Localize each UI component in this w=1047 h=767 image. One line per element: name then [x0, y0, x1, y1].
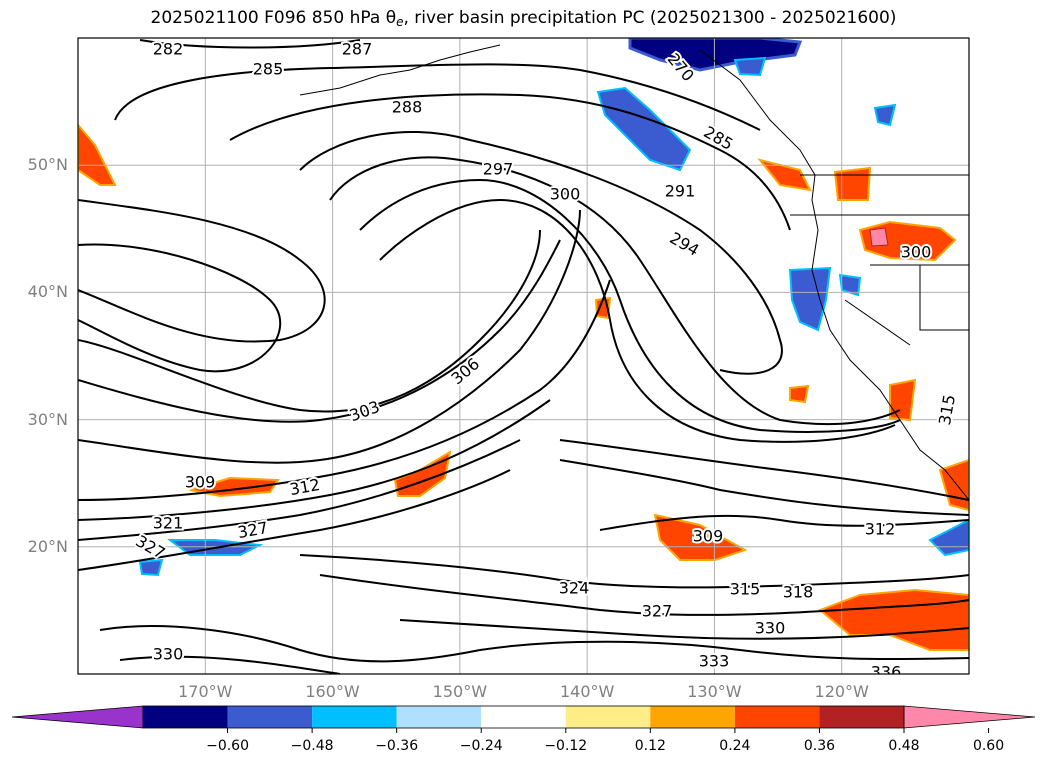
colorbar-segment	[734, 706, 820, 728]
colorbar-segment	[396, 706, 482, 728]
precip-patch	[138, 558, 164, 577]
colorbar-tick-label: 0.48	[888, 738, 920, 754]
colorbar-segment	[565, 706, 651, 728]
precip-patch	[78, 123, 117, 186]
colorbar-tick-label: 0.60	[972, 738, 1005, 754]
precip-patch	[789, 384, 810, 404]
contour-label: 287	[342, 40, 373, 59]
map-background	[78, 38, 969, 674]
contour-label: 297	[483, 160, 514, 179]
contour-label: 300	[550, 185, 581, 204]
contour-label: 321	[153, 514, 184, 533]
colorbar-extension-high	[903, 705, 1036, 729]
lon-label: 170°W	[178, 682, 233, 701]
lon-label: 120°W	[814, 682, 869, 701]
colorbar-tick-label: 0.12	[634, 738, 666, 754]
colorbar-tick-label: −0.12	[544, 738, 588, 754]
colorbar-segment	[227, 706, 313, 728]
lon-label: 160°W	[305, 682, 360, 701]
contour-label: 300	[901, 243, 932, 262]
precip-fills	[78, 38, 969, 651]
lon-label: 130°W	[687, 682, 742, 701]
theta-e-contours	[78, 39, 969, 674]
lon-label: 150°W	[432, 682, 488, 701]
contour-label: 291	[665, 182, 696, 201]
precip-patch	[873, 103, 897, 127]
colorbar-tick-label: −0.36	[375, 738, 419, 754]
colorbar-tick-label: 0.36	[803, 738, 836, 754]
contour-label: 285	[253, 60, 284, 79]
contour-label: 309	[693, 527, 724, 546]
contour-label: 312	[865, 520, 896, 539]
colorbar-tick-label: −0.60	[206, 738, 249, 754]
contour-label: 315	[730, 580, 761, 599]
precip-patch	[628, 38, 803, 72]
colorbar-frame	[142, 705, 905, 729]
precip-patch	[653, 513, 748, 561]
contour-label: 327	[642, 602, 673, 621]
chart-title: 2025021100 F096 850 hPa θe, river basin …	[150, 8, 897, 29]
contour-label: 336	[871, 663, 902, 682]
contour-label: 318	[783, 583, 814, 602]
lat-label: 40°N	[27, 282, 68, 302]
precip-patch	[788, 266, 832, 332]
colorbar-tick-label: −0.48	[290, 738, 334, 754]
colorbar-segment	[650, 706, 735, 728]
precip-patch	[928, 518, 969, 557]
contour-label: 282	[153, 40, 184, 59]
colorbar-tick-label: −0.24	[459, 738, 503, 754]
precip-patch	[757, 158, 812, 192]
precip-patch	[833, 166, 872, 201]
contour-label: 288	[392, 98, 423, 117]
coastline	[299, 44, 969, 501]
colorbar-tick-label: 0.24	[719, 738, 751, 754]
contour-label: 330	[755, 619, 786, 638]
contour-label: 309	[185, 473, 216, 492]
lat-label: 30°N	[27, 409, 68, 429]
precip-patch	[596, 86, 692, 172]
precip-patch	[733, 56, 767, 77]
contour-label: 324	[559, 579, 590, 598]
colorbar-segment	[312, 706, 397, 728]
map-frame	[77, 37, 970, 675]
colorbar-segment	[143, 706, 228, 728]
colorbar-segment	[819, 706, 904, 728]
precip-patch	[869, 227, 889, 247]
contour-label: 330	[153, 645, 184, 664]
lat-label: 20°N	[27, 536, 68, 556]
contour-label: 333	[699, 652, 730, 671]
lon-label: 140°W	[559, 682, 615, 701]
lat-label: 50°N	[27, 155, 68, 175]
colorbar-segment	[481, 706, 566, 728]
colorbar-extension-low	[11, 705, 144, 729]
